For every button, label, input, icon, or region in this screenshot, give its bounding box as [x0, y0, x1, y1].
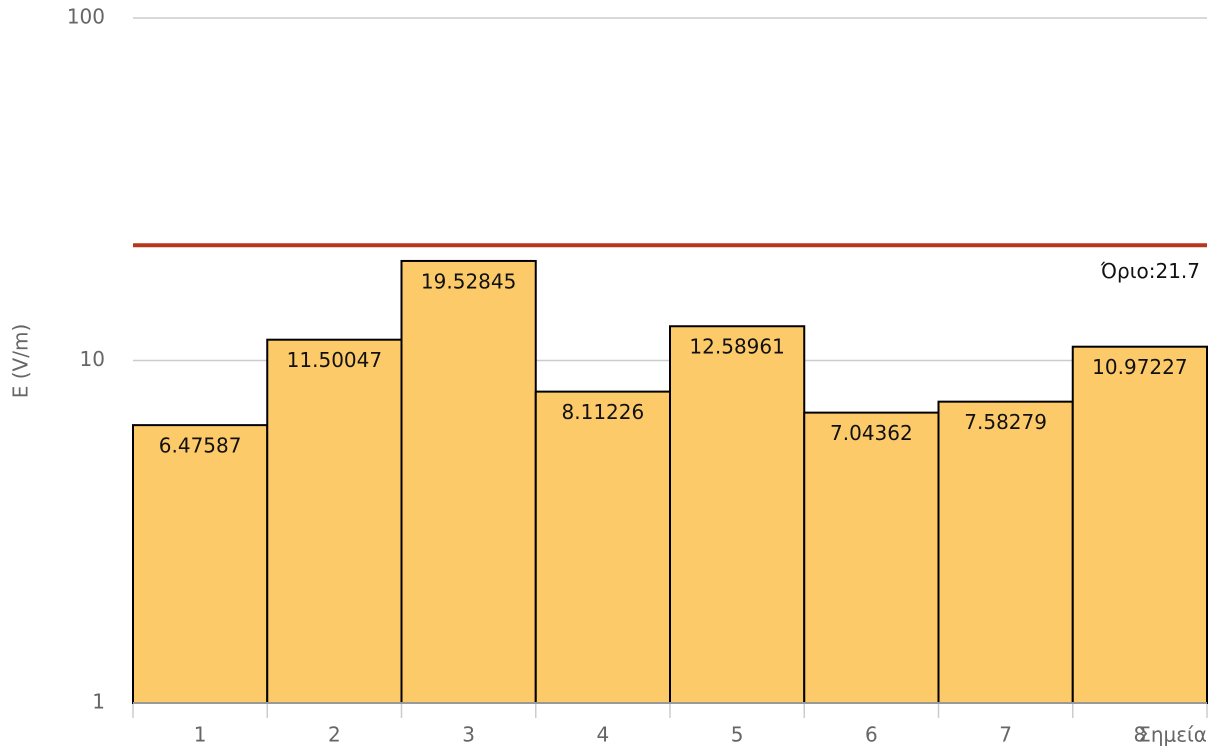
data-label: 12.58961	[689, 335, 784, 359]
data-label: 11.50047	[287, 348, 382, 372]
data-label: 10.97227	[1092, 355, 1187, 379]
x-axis-label: Σημεία	[1138, 723, 1207, 747]
bar	[132, 424, 269, 704]
x-tick-label: 3	[462, 723, 475, 747]
x-tick-label: 7	[999, 723, 1012, 747]
y-tick-label: 1	[92, 690, 105, 714]
data-label: 6.47587	[159, 434, 242, 458]
x-tick-label: 2	[328, 723, 341, 747]
x-tick-label: 4	[597, 723, 610, 747]
bar	[937, 400, 1074, 704]
y-axis-label: E (V/m)	[9, 324, 33, 399]
data-label: 7.58279	[964, 410, 1047, 434]
bar	[803, 411, 940, 704]
bar	[669, 325, 806, 704]
x-tick-label: 8	[1134, 723, 1147, 747]
y-tick-label: 10	[80, 347, 105, 371]
x-tick-label: 6	[865, 723, 878, 747]
bar	[1071, 345, 1208, 704]
x-tick-label: 5	[731, 723, 744, 747]
y-tick-label: 100	[67, 5, 105, 29]
x-tick-label: 1	[194, 723, 207, 747]
threshold-label: Όριο:21.7	[1100, 259, 1200, 283]
bar	[400, 259, 537, 704]
data-label: 19.52845	[421, 269, 516, 293]
data-label: 8.11226	[562, 400, 645, 424]
data-label: 7.04362	[830, 421, 913, 445]
bar	[266, 338, 403, 704]
bar	[534, 390, 671, 704]
